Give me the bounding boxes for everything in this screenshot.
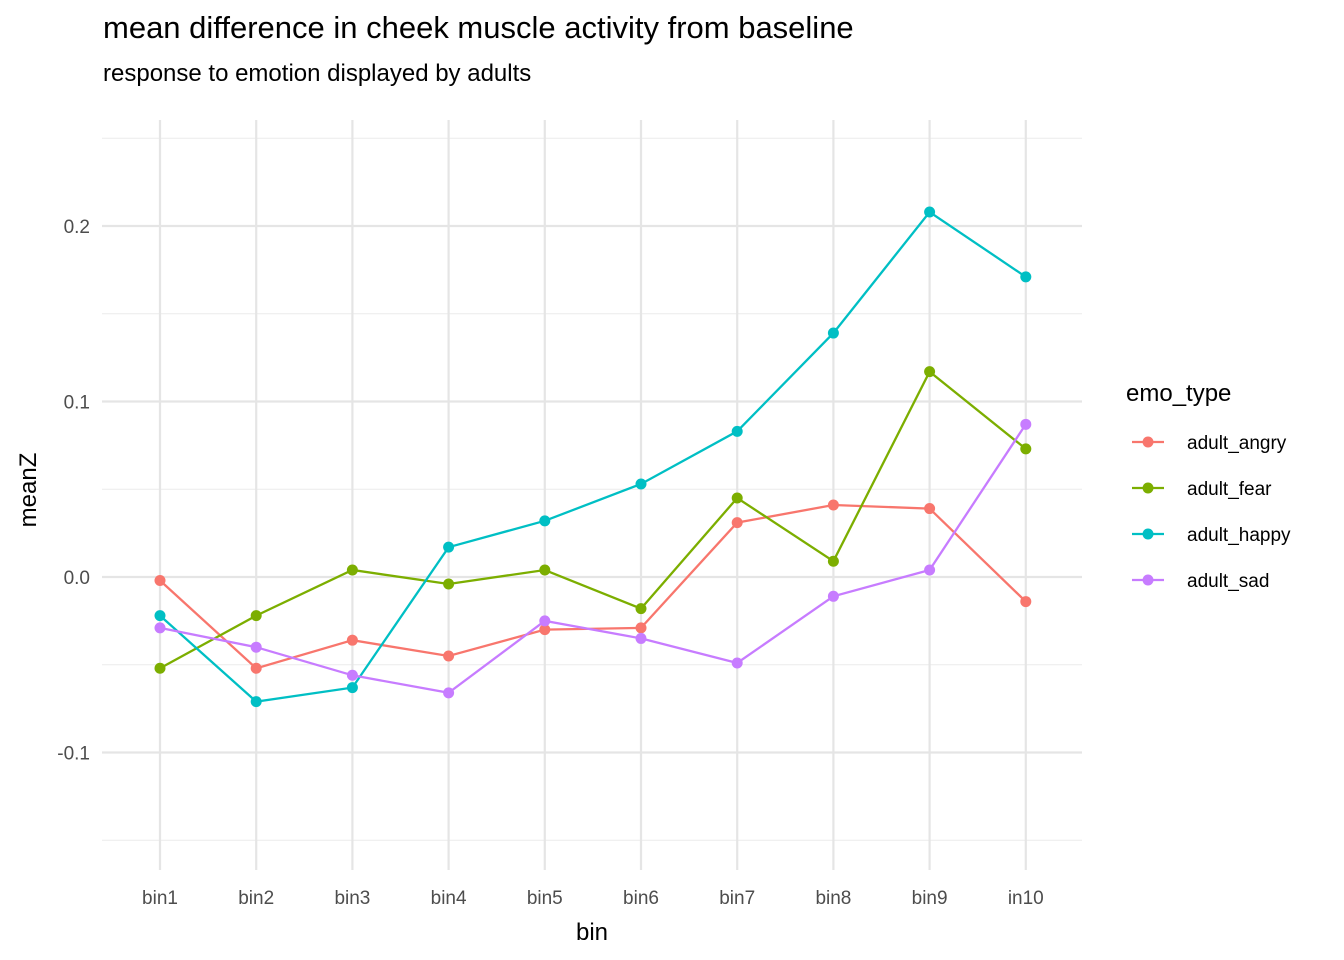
x-axis-ticks: bin1 bin2 bin3 bin4 bin5 bin6 bin7 bin8 bin9 in10 (142, 888, 1044, 909)
legend: emo_type adult_angry adult_fear adult_happ… (1126, 380, 1291, 592)
legend-label: adult_angry (1187, 433, 1287, 454)
x-tick-label: bin3 (334, 888, 370, 909)
data-point (827, 499, 839, 511)
data-point (1020, 596, 1032, 608)
data-point (827, 590, 839, 602)
legend-label: adult_sad (1187, 571, 1269, 592)
legend-label: adult_fear (1187, 479, 1272, 500)
x-tick-label: bin4 (431, 888, 467, 909)
data-point (539, 564, 551, 576)
x-tick-label: bin2 (238, 888, 274, 909)
x-tick-label: bin7 (719, 888, 755, 909)
data-point (250, 696, 262, 708)
data-point (250, 641, 262, 653)
series-adult_angry (154, 499, 1032, 674)
legend-label: adult_happy (1187, 525, 1291, 546)
legend-key-point (1142, 528, 1154, 540)
data-point (635, 632, 647, 644)
data-point (154, 662, 166, 674)
x-tick-label: bin1 (142, 888, 178, 909)
data-point (635, 603, 647, 615)
data-point (346, 682, 358, 694)
x-tick-label: bin8 (815, 888, 851, 909)
data-point (346, 669, 358, 681)
grid-lines (102, 120, 1082, 870)
chart-title: mean difference in cheek muscle activity… (103, 10, 854, 45)
data-point (443, 578, 455, 590)
y-tick-label: 0.2 (64, 217, 90, 238)
data-point (731, 492, 743, 504)
x-axis-label: bin (576, 919, 608, 946)
series-adult_fear (154, 366, 1032, 674)
y-axis-label: meanZ (15, 453, 42, 528)
legend-key-point (1142, 482, 1154, 494)
legend-item-adult_angry: adult_angry (1132, 433, 1287, 454)
data-point (154, 575, 166, 587)
y-tick-label: 0.0 (64, 568, 90, 589)
x-tick-label: bin5 (527, 888, 563, 909)
data-point (924, 503, 936, 515)
series-adult_happy (154, 206, 1032, 708)
series-line (159, 423, 1027, 695)
data-point (443, 541, 455, 553)
data-point (1020, 443, 1032, 455)
data-point (731, 425, 743, 437)
data-point (346, 634, 358, 646)
x-tick-label: bin9 (912, 888, 948, 909)
y-tick-label: -0.1 (57, 744, 90, 765)
legend-key-point (1142, 574, 1154, 586)
x-tick-label: in10 (1008, 888, 1044, 909)
chart-subtitle: response to emotion displayed by adults (103, 60, 532, 87)
data-point (539, 624, 551, 636)
series-line (159, 369, 1027, 670)
series-group (154, 206, 1032, 708)
data-point (443, 687, 455, 699)
data-point (1020, 418, 1032, 430)
data-point (827, 555, 839, 567)
data-point (539, 615, 551, 627)
data-point (250, 610, 262, 622)
data-point (924, 206, 936, 218)
data-point (924, 366, 936, 378)
data-point (827, 327, 839, 339)
data-point (539, 515, 551, 527)
data-point (154, 622, 166, 634)
legend-item-adult_fear: adult_fear (1132, 479, 1272, 500)
y-tick-label: 0.1 (64, 393, 90, 414)
series-line (159, 503, 1027, 670)
data-point (924, 564, 936, 576)
y-axis-ticks: -0.1 0.0 0.1 0.2 (57, 217, 90, 765)
data-point (635, 478, 647, 490)
data-point (443, 650, 455, 662)
data-point (1020, 271, 1032, 283)
series-line (159, 210, 1027, 703)
data-point (731, 657, 743, 669)
legend-title: emo_type (1126, 380, 1231, 407)
data-point (635, 622, 647, 634)
data-point (154, 610, 166, 622)
data-point (250, 662, 262, 674)
data-point (731, 517, 743, 529)
x-tick-label: bin6 (623, 888, 659, 909)
legend-key-point (1142, 436, 1154, 448)
legend-item-adult_happy: adult_happy (1132, 525, 1291, 546)
data-point (346, 564, 358, 576)
series-adult_sad (154, 418, 1032, 699)
legend-item-adult_sad: adult_sad (1132, 571, 1269, 592)
